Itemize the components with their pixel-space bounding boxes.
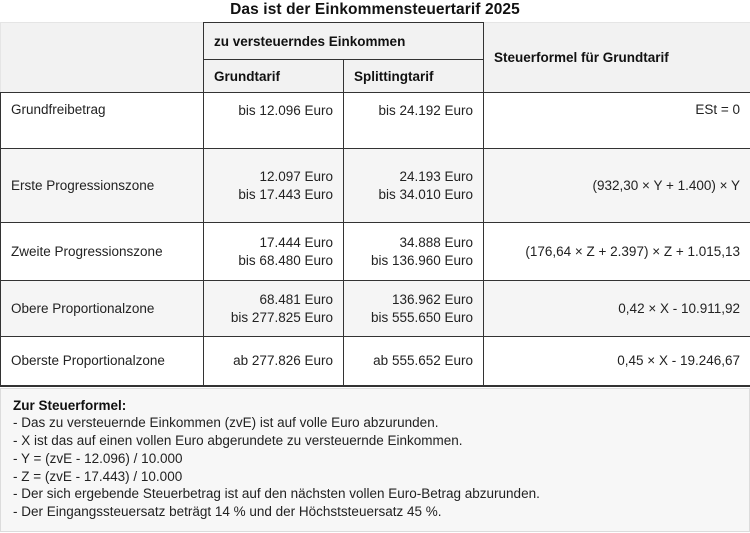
footnote-line: - Der Eingangssteuersatz beträgt 14 % un… <box>13 504 442 520</box>
footnote-heading: Zur Steuerformel: <box>13 397 127 413</box>
table-row: Oberste Proportionalzone ab 277.826 Euro… <box>0 336 750 387</box>
table-header: zu versteuerndes Einkommen Steuerformel … <box>0 22 750 93</box>
footnote-line: - X ist das auf einen vollen Euro abgeru… <box>13 433 463 449</box>
splittingtarif-value-cell: ab 555.652 Euro <box>342 336 485 387</box>
tax-table: zu versteuerndes Einkommen Steuerformel … <box>0 22 750 387</box>
grundtarif-value-cell: 17.444 Euro bis 68.480 Euro <box>203 222 344 281</box>
formula-cell: (932,30 × Y + 1.400) × Y <box>483 148 750 223</box>
grundtarif-value-cell: 68.481 Euro bis 277.825 Euro <box>203 280 344 337</box>
table-row: Zweite Progressionszone 17.444 Euro bis … <box>0 222 750 281</box>
footnote-line: - Y = (zvE - 12.096) / 10.000 <box>13 450 183 466</box>
splittingtarif-value-cell: 136.962 Euro bis 555.650 Euro <box>342 280 485 337</box>
footnote-line: - Der sich ergebende Steuerbetrag ist au… <box>13 486 540 502</box>
grundtarif-value-cell: ab 277.826 Euro <box>203 336 344 387</box>
splittingtarif-value-cell: bis 24.192 Euro <box>342 92 485 149</box>
zone-name-cell: Erste Progressionszone <box>0 148 204 223</box>
page-title: Das ist der Einkommensteuertarif 2025 <box>230 1 520 18</box>
header-splittingtarif: Splittingtarif <box>342 59 485 93</box>
table-row: Grundfreibetrag bis 12.096 Euro bis 24.1… <box>0 92 750 149</box>
table-row: Erste Progressionszone 12.097 Euro bis 1… <box>0 148 750 223</box>
grundtarif-value-cell: 12.097 Euro bis 17.443 Euro <box>203 148 344 223</box>
formula-cell: 0,42 × X - 10.911,92 <box>483 280 750 337</box>
header-income-group: zu versteuerndes Einkommen <box>202 22 485 60</box>
splittingtarif-value-cell: 34.888 Euro bis 136.960 Euro <box>342 222 485 281</box>
header-formula: Steuerformel für Grundtarif <box>483 22 750 93</box>
table-row: Obere Proportionalzone 68.481 Euro bis 2… <box>0 280 750 337</box>
zone-name-cell: Zweite Progressionszone <box>0 222 204 281</box>
formula-cell: (176,64 × Z + 2.397) × Z + 1.015,13 <box>483 222 750 281</box>
table-body: Grundfreibetrag bis 12.096 Euro bis 24.1… <box>0 92 750 387</box>
footnote-line: - Z = (zvE - 17.443) / 10.000 <box>13 468 183 484</box>
formula-cell: 0,45 × X - 19.246,67 <box>483 336 750 387</box>
footnote-line: - Das zu versteuernde Einkommen (zvE) is… <box>13 415 439 431</box>
zone-name-cell: Grundfreibetrag <box>0 92 204 149</box>
header-corner-cell <box>0 22 204 93</box>
zone-name-cell: Obere Proportionalzone <box>0 280 204 337</box>
grundtarif-value-cell: bis 12.096 Euro <box>203 92 344 149</box>
splittingtarif-value-cell: 24.193 Euro bis 34.010 Euro <box>342 148 485 223</box>
formula-cell: ESt = 0 <box>483 92 750 149</box>
zone-name-cell: Oberste Proportionalzone <box>0 336 204 387</box>
footnote-box: Zur Steuerformel: - Das zu versteuernde … <box>0 387 750 533</box>
header-grundtarif: Grundtarif <box>203 59 344 93</box>
